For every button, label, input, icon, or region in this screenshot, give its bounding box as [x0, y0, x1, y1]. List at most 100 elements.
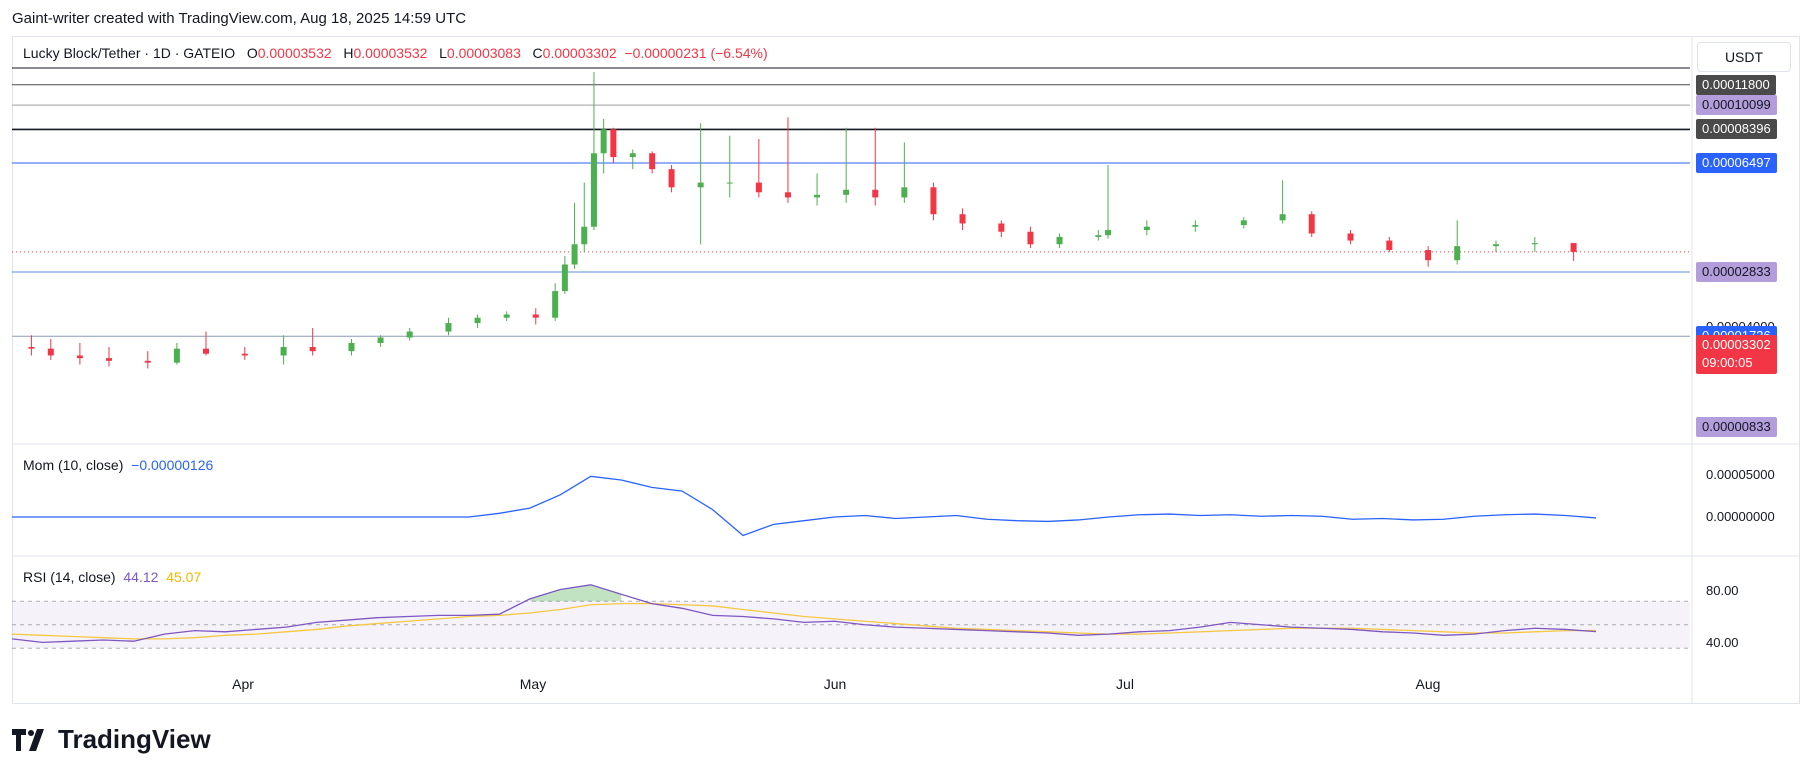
low-value: 0.00003083 [446, 45, 521, 61]
candle-body [901, 187, 908, 198]
candle-body [1493, 244, 1500, 247]
momentum-line [12, 475, 1597, 537]
candle-body [202, 348, 209, 354]
tradingview-logo[interactable]: TradingView [12, 724, 211, 755]
candle-body [377, 337, 384, 343]
high-value: 0.00003532 [353, 45, 428, 61]
candle-body [348, 342, 355, 352]
low-label: L [439, 45, 447, 61]
candle-body [1531, 243, 1538, 245]
candle-body [561, 264, 568, 292]
tradingview-logo-text: TradingView [58, 724, 211, 754]
candle-body [1027, 231, 1034, 245]
candle-body [1570, 243, 1577, 252]
rsi-ma-value: 45.07 [166, 569, 202, 585]
candle-body [552, 291, 559, 318]
symbol-title[interactable]: Lucky Block/Tether · 1D · GATEIO [23, 45, 236, 61]
candle-body [697, 182, 704, 188]
candle-body [784, 192, 791, 198]
x-tick-aug: Aug [1415, 676, 1441, 692]
candle-body [406, 331, 413, 338]
candle-body [241, 353, 248, 356]
tradingview-logo-icon [12, 728, 44, 751]
candle-body [1105, 230, 1112, 236]
candle-body [600, 129, 607, 154]
candle-body [814, 194, 821, 198]
candle-body [144, 360, 151, 363]
momentum-tick-zero: 0.00000000 [1706, 509, 1775, 524]
candle-body [1308, 214, 1315, 234]
open-value: 0.00003532 [257, 45, 332, 61]
rsi-band-fill [12, 601, 1690, 649]
candle-body [610, 129, 617, 158]
x-tick-apr: Apr [232, 676, 254, 692]
rsi-legend: RSI (14, close) 44.12 45.07 [23, 569, 201, 585]
change-value: −0.00000231 (−6.54%) [624, 45, 768, 61]
price-level-tag: 0.00000833 [1696, 417, 1777, 437]
candle-body [1425, 250, 1432, 261]
candle-body [1143, 226, 1150, 231]
rsi-tick-80: 80.00 [1706, 583, 1739, 598]
price-level-tag: 0.00006497 [1696, 153, 1777, 174]
chart-frame [12, 36, 1800, 704]
candle-body [1056, 236, 1063, 245]
candle-body [755, 182, 762, 193]
candle-body [309, 347, 316, 352]
candle-body [1192, 225, 1199, 227]
rsi-value: 44.12 [123, 569, 159, 585]
price-level-tag: 0.00008396 [1696, 119, 1777, 140]
candle-countdown: 09:00:05 [1702, 355, 1753, 370]
candle-body [649, 153, 656, 170]
candle-body [571, 244, 578, 265]
candle-body [843, 189, 850, 195]
price-level-tag: 0.00002833 [1696, 262, 1777, 282]
x-tick-may: May [519, 676, 547, 692]
close-label: C [532, 45, 543, 61]
candle-body [930, 187, 937, 215]
current-price-value: 0.00003302 [1702, 337, 1771, 352]
momentum-title[interactable]: Mom (10, close) [23, 457, 124, 473]
x-tick-jul: Jul [1116, 676, 1134, 692]
candle-body [998, 223, 1005, 232]
current-price-tag: 0.00003302 09:00:05 [1696, 335, 1777, 374]
candle-body [1279, 214, 1286, 221]
candle-body [590, 153, 597, 227]
price-level-tag: 0.00010099 [1696, 95, 1777, 116]
candle-body [959, 214, 966, 224]
symbol-legend: Lucky Block/Tether · 1D · GATEIO O0.0000… [23, 45, 768, 61]
open-label: O [246, 45, 258, 61]
candle-body [629, 153, 636, 158]
candle-body [726, 182, 733, 184]
chart-credit: Gaint-writer created with TradingView.co… [12, 10, 467, 27]
x-tick-jun: Jun [823, 676, 847, 692]
currency-button[interactable]: USDT [1697, 42, 1791, 72]
price-level-tag: 0.00011800 [1696, 74, 1776, 95]
candle-body [872, 189, 879, 198]
candle-body [503, 314, 510, 318]
candle-body [76, 355, 83, 359]
candle-body [1386, 240, 1393, 251]
candle-body [280, 347, 287, 356]
rsi-line [11, 584, 1597, 644]
candle-body [1347, 233, 1354, 241]
candle-body [47, 348, 54, 356]
candle-body [1240, 220, 1247, 226]
candle-body [532, 314, 539, 318]
candle-body [445, 323, 452, 332]
candle-body [581, 226, 588, 245]
candle-body [173, 348, 180, 363]
momentum-legend: Mom (10, close) −0.00000126 [23, 457, 213, 473]
momentum-tick-high: 0.00005000 [1706, 467, 1775, 482]
rsi-title[interactable]: RSI (14, close) [23, 569, 116, 585]
candle-body [1095, 235, 1102, 237]
momentum-value: −0.00000126 [131, 457, 214, 473]
candle-body [668, 169, 675, 188]
candle-body [1454, 246, 1461, 261]
candle-body [105, 358, 112, 361]
close-value: 0.00003302 [542, 45, 617, 61]
candle-body [474, 317, 481, 324]
high-label: H [343, 45, 354, 61]
rsi-tick-40: 40.00 [1706, 635, 1739, 650]
candle-body [28, 347, 35, 349]
